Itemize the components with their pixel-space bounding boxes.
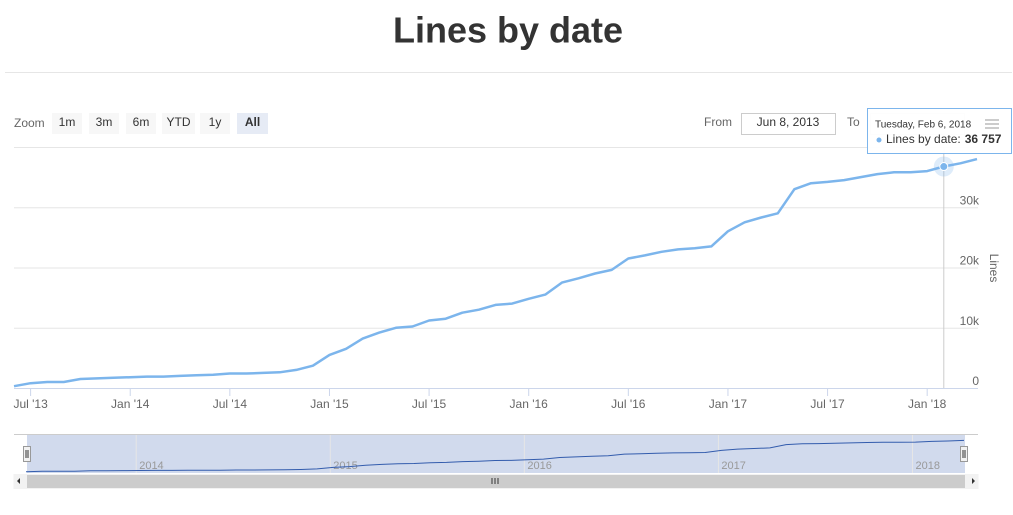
zoom-button[interactable] <box>52 113 82 134</box>
tooltip-value: 36 757 <box>965 132 1002 146</box>
to-label: To <box>847 115 860 129</box>
navigator-mask <box>27 435 965 473</box>
x-tick-label: Jul '13 <box>13 397 48 411</box>
tooltip-label: Lines by date: <box>886 132 961 146</box>
from-label: From <box>704 115 732 129</box>
chart-title: Lines by date <box>393 10 623 51</box>
navigator-tick-label: 2016 <box>527 460 551 472</box>
navigator-handle[interactable] <box>23 446 31 462</box>
hover-point <box>939 162 949 172</box>
scrollbar-thumb[interactable] <box>27 475 965 488</box>
plot: 0 10k 20k 30k Jul '13 Jan '14 Jul '14 Jan '15 Ju… <box>13 147 980 411</box>
x-tick-label: Jul '15 <box>412 397 447 411</box>
y-tick-label: 0 <box>972 374 979 388</box>
tooltip-box <box>867 108 1012 154</box>
x-tick-label: Jan '18 <box>908 397 947 411</box>
x-tick-label: Jan '17 <box>709 397 748 411</box>
navigator-tick-label: 2017 <box>721 460 745 472</box>
navigator-line <box>25 439 965 473</box>
scrollbar-grip <box>491 478 499 484</box>
zoom-button-label: All <box>245 115 260 129</box>
navigator-handle-grip <box>25 450 29 458</box>
navigator: 2014 2015 2016 2017 2018 <box>13 434 979 489</box>
y-axis-title: Lines <box>987 254 1001 283</box>
export-menu <box>985 119 999 129</box>
x-tick-label: Jan '15 <box>310 397 349 411</box>
zoom-label: Zoom <box>14 116 45 130</box>
from-value: Jun 8, 2013 <box>757 115 820 129</box>
zoom-button[interactable] <box>237 113 268 134</box>
zoom-button[interactable] <box>126 113 156 134</box>
navigator-tick-label: 2014 <box>139 460 163 472</box>
x-tick-label: Jul '16 <box>611 397 646 411</box>
zoom-button[interactable] <box>89 113 119 134</box>
x-tick-label: Jul '14 <box>213 397 248 411</box>
y-tick-label: 10k <box>960 314 980 328</box>
zoom-button-label: 6m <box>133 115 150 129</box>
x-tick-label: Jan '14 <box>111 397 150 411</box>
tooltip-dot <box>876 137 882 143</box>
x-tick-label: Jan '16 <box>510 397 549 411</box>
zoom-button[interactable] <box>162 113 195 134</box>
zoom-button-label: 1m <box>59 115 76 129</box>
zoom-button-label: YTD <box>167 115 191 129</box>
x-tick-label: Jul '17 <box>810 397 845 411</box>
tooltip-date: Tuesday, Feb 6, 2018 <box>875 120 972 131</box>
navigator-tick-label: 2018 <box>915 460 939 472</box>
y-tick-label: 30k <box>960 193 980 207</box>
series-line <box>13 157 978 388</box>
zoom-button-label: 1y <box>209 115 222 129</box>
zoom-button-label: 3m <box>96 115 113 129</box>
from-input[interactable] <box>741 113 836 135</box>
y-tick-label: 20k <box>960 254 980 268</box>
navigator-handle[interactable] <box>960 446 968 462</box>
navigator-tick-label: 2015 <box>333 460 357 472</box>
zoom-button[interactable] <box>200 113 230 134</box>
range-selector: Zoom From Jun 8, 2013 To 1m 3m 6m YTD 1y All <box>14 113 965 135</box>
navigator-handle-grip <box>962 450 966 458</box>
